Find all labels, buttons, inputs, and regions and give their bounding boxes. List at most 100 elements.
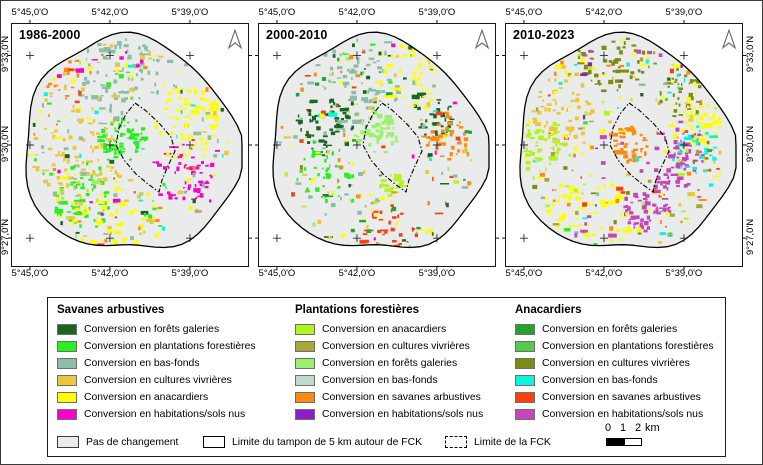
legend-item-label: Conversion en habitations/sols nus bbox=[322, 409, 484, 420]
lon-label: 5°42,0'O bbox=[585, 268, 623, 279]
legend-item: Conversion en anacardiers bbox=[57, 389, 256, 406]
legend-item-label: Conversion en plantations forestières bbox=[84, 341, 256, 352]
legend-swatch bbox=[515, 341, 535, 352]
legend-item: Conversion en cultures vivrières bbox=[515, 355, 714, 372]
change-speckles bbox=[523, 37, 723, 248]
map-panel-2010-2023: 2010-2023 bbox=[502, 20, 746, 270]
lat-label: 9°27,0'N bbox=[0, 219, 11, 256]
legend-swatch bbox=[295, 358, 315, 369]
lat-label: 9°33,0'N bbox=[745, 36, 756, 73]
legend-swatch bbox=[295, 392, 315, 403]
frame-ticks bbox=[502, 20, 746, 270]
legend-group-title: Savanes arbustives bbox=[57, 304, 165, 316]
legend-swatch bbox=[57, 341, 77, 352]
map-canvas-1986-2000 bbox=[8, 20, 252, 270]
legend-item: Conversion en forêts galeries bbox=[57, 321, 256, 338]
legend-group-title: Anacardiers bbox=[515, 304, 582, 316]
legend-fck-limit: Limite de la FCK bbox=[445, 436, 551, 448]
lon-label: 5°45,0'O bbox=[505, 7, 543, 18]
fck-boundary bbox=[362, 102, 423, 193]
lon-label: 5°39,0'O bbox=[171, 7, 209, 18]
legend-item-label: Conversion en cultures vivrières bbox=[542, 358, 690, 369]
legend-swatch bbox=[515, 392, 535, 403]
lon-label: 5°42,0'O bbox=[585, 7, 623, 18]
scale-bar-graphic bbox=[606, 438, 642, 446]
legend-item-label: Conversion en habitations/sols nus bbox=[84, 409, 246, 420]
legend-no-change: Pas de changement bbox=[57, 436, 178, 448]
lon-label: 5°45,0'O bbox=[11, 268, 49, 279]
legend-swatch bbox=[515, 409, 535, 420]
legend-item-label: Conversion en plantations forestières bbox=[542, 341, 714, 352]
panel-title: 2010-2023 bbox=[513, 28, 575, 42]
lon-label: 5°45,0'O bbox=[505, 268, 543, 279]
lon-label: 5°45,0'O bbox=[258, 7, 296, 18]
north-arrow-icon bbox=[228, 29, 242, 49]
north-arrow-icon bbox=[475, 29, 489, 49]
legend-item: Conversion en bas-fonds bbox=[57, 355, 256, 372]
legend-group-savanes-arbustives: Savanes arbustives Conversion en forêts … bbox=[57, 304, 256, 423]
legend-swatch bbox=[515, 358, 535, 369]
graticule-crosses bbox=[272, 51, 441, 243]
fck-boundary bbox=[115, 102, 176, 193]
lat-label: 9°30,0'N bbox=[745, 125, 756, 163]
scale-label: 1 bbox=[620, 422, 627, 434]
graticule-crosses bbox=[519, 51, 688, 243]
legend-item: Conversion en bas-fonds bbox=[295, 372, 483, 389]
legend-item: Conversion en plantations forestières bbox=[515, 338, 714, 355]
legend-item: Conversion en bas-fonds bbox=[515, 372, 714, 389]
lon-label: 5°39,0'O bbox=[665, 268, 703, 279]
fck-limit-swatch bbox=[445, 436, 467, 448]
no-change-label: Pas de changement bbox=[86, 436, 179, 448]
scale-bar: 0 1 2 km bbox=[605, 422, 675, 448]
legend-box: Savanes arbustives Conversion en forêts … bbox=[47, 297, 726, 457]
legend-item-label: Conversion en bas-fonds bbox=[84, 358, 200, 369]
lon-label: 5°39,0'O bbox=[171, 268, 209, 279]
change-speckles bbox=[278, 38, 473, 248]
scale-label: 0 bbox=[605, 422, 612, 434]
legend-item-label: Conversion en habitations/sols nus bbox=[542, 409, 704, 420]
no-change-swatch bbox=[57, 436, 79, 448]
fck-boundary bbox=[609, 102, 670, 193]
legend-item: Conversion en forêts galeries bbox=[515, 321, 714, 338]
lon-label: 5°39,0'O bbox=[418, 7, 456, 18]
legend-swatch bbox=[57, 375, 77, 386]
change-speckles bbox=[27, 38, 231, 248]
legend-item-label: Conversion en savanes arbustives bbox=[322, 392, 481, 403]
legend-group-title: Plantations forestières bbox=[295, 304, 419, 316]
lon-label: 5°39,0'O bbox=[418, 268, 456, 279]
panel-title: 1986-2000 bbox=[19, 28, 81, 42]
legend-swatch bbox=[295, 375, 315, 386]
map-canvas-2000-2010 bbox=[255, 20, 499, 270]
frame-ticks bbox=[255, 20, 499, 270]
legend-item: Conversion en anacardiers bbox=[295, 321, 483, 338]
map-panel-1986-2000: 1986-2000 bbox=[8, 20, 252, 270]
legend-item-label: Conversion en cultures vivrières bbox=[322, 341, 470, 352]
lon-label: 5°42,0'O bbox=[91, 7, 129, 18]
lat-label: 9°30,0'N bbox=[0, 125, 11, 163]
legend-item: Conversion en cultures vivrières bbox=[57, 372, 256, 389]
lon-label: 5°42,0'O bbox=[338, 268, 376, 279]
fck-limit-label: Limite de la FCK bbox=[474, 436, 551, 448]
legend-group-anacardiers: Anacardiers Conversion en forêts galerie… bbox=[515, 304, 714, 423]
scale-unit-label: km bbox=[645, 422, 660, 434]
legend-item: Conversion en cultures vivrières bbox=[295, 338, 483, 355]
lon-label: 5°45,0'O bbox=[258, 268, 296, 279]
legend-item: Conversion en habitations/sols nus bbox=[295, 406, 483, 423]
legend-item: Conversion en habitations/sols nus bbox=[57, 406, 256, 423]
legend-item-label: Conversion en forêts galeries bbox=[542, 324, 678, 335]
lat-label: 9°27,0'N bbox=[745, 219, 756, 256]
legend-item: Conversion en forêts galeries bbox=[295, 355, 483, 372]
lon-label: 5°42,0'O bbox=[338, 7, 376, 18]
graticule-crosses bbox=[25, 51, 194, 243]
legend-item-label: Conversion en anacardiers bbox=[84, 392, 209, 403]
north-arrow-icon bbox=[722, 29, 736, 49]
legend-item: Conversion en savanes arbustives bbox=[515, 389, 714, 406]
legend-item: Conversion en savanes arbustives bbox=[295, 389, 483, 406]
legend-item: Conversion en habitations/sols nus bbox=[515, 406, 714, 423]
buffer-limit-label: Limite du tampon de 5 km autour de FCK bbox=[232, 436, 423, 448]
legend-buffer-limit: Limite du tampon de 5 km autour de FCK bbox=[203, 436, 422, 448]
legend-swatch bbox=[515, 324, 535, 335]
legend-item-label: Conversion en anacardiers bbox=[322, 324, 447, 335]
scale-label: 2 bbox=[635, 422, 642, 434]
